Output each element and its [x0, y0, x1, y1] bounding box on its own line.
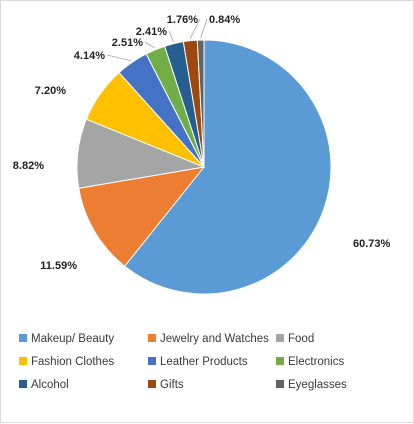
- label-fashion-clothes: 7.20%: [35, 85, 66, 97]
- legend-label-alcohol: Alcohol: [31, 379, 69, 391]
- legend-swatch-alcohol: [19, 380, 27, 388]
- legend-swatch-gifts: [148, 380, 156, 388]
- label-food: 8.82%: [13, 160, 44, 172]
- label-alcohol: 2.41%: [136, 26, 167, 38]
- legend-label-leather-products: Leather Products: [160, 356, 248, 368]
- legend-swatch-eyeglasses: [276, 380, 284, 388]
- leader-eyeglasses: [200, 18, 208, 39]
- label-leather-products: 4.14%: [74, 50, 105, 62]
- legend-label-food: Food: [288, 333, 314, 345]
- legend-label-jewelry-and-watches: Jewelry and Watches: [160, 333, 269, 345]
- legend-swatch-leather-products: [148, 357, 156, 365]
- legend-label-eyeglasses: Eyeglasses: [288, 379, 347, 391]
- slice-jewelry-and-watches: [78, 166, 206, 267]
- slice-makeup-beauty: [124, 39, 332, 295]
- legend: Makeup/ Beauty Jewelry and Watches Food Fas…: [19, 333, 347, 391]
- label-gifts: 1.76%: [167, 14, 198, 26]
- legend-label-makeup-beauty: Makeup/ Beauty: [31, 333, 114, 345]
- pie-slices: [76, 39, 332, 295]
- legend-swatch-jewelry-and-watches: [148, 334, 156, 342]
- label-electronics: 2.51%: [112, 37, 143, 49]
- leader-alcohol: [168, 30, 174, 42]
- legend-label-fashion-clothes: Fashion Clothes: [31, 356, 114, 368]
- label-jewelry-and-watches: 11.59%: [40, 260, 77, 272]
- label-makeup-beauty: 60.73%: [353, 238, 391, 250]
- legend-swatch-food: [276, 334, 284, 342]
- legend-swatch-fashion-clothes: [19, 357, 27, 365]
- leader-electronics: [144, 41, 155, 49]
- data-labels: 60.73% 11.59% 8.82% 7.20% 4.14% 2.51%2.41%1.7…: [13, 14, 391, 272]
- legend-label-gifts: Gifts: [160, 379, 184, 391]
- leader-leather-products: [106, 54, 131, 62]
- label-eyeglasses: 0.84%: [209, 14, 240, 26]
- slice-eyeglasses: [196, 39, 205, 168]
- leader-lines: [106, 18, 208, 62]
- leader-gifts: [189, 18, 201, 39]
- legend-label-electronics: Electronics: [288, 356, 344, 368]
- legend-swatch-makeup-beauty: [19, 334, 27, 342]
- legend-swatch-electronics: [276, 357, 284, 365]
